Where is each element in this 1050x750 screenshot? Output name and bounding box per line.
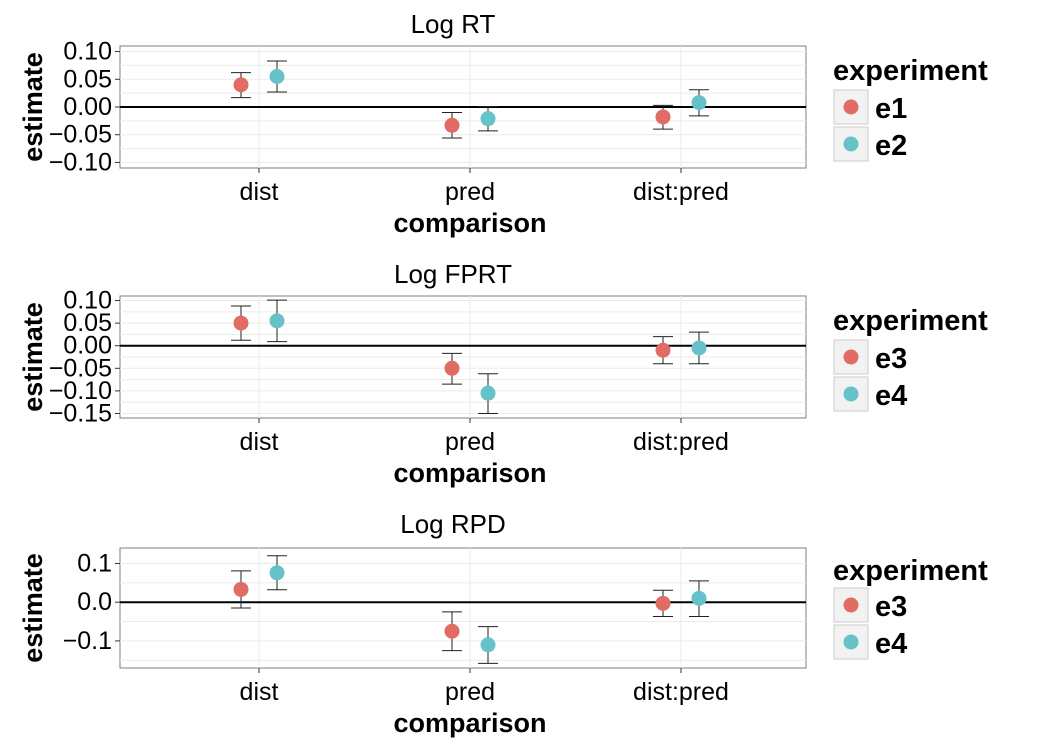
x-tick-label: dist:pred	[633, 428, 729, 456]
x-tick-label: dist	[240, 428, 279, 456]
point-e1-dist:pred	[655, 109, 671, 125]
point-e4-pred	[480, 385, 496, 401]
point-e2-dist:pred	[691, 95, 707, 111]
y-tick-label: −0.10	[49, 377, 112, 405]
y-axis-title: estimate	[18, 302, 48, 412]
point-e3-pred	[444, 623, 460, 639]
legend-title: experiment	[833, 305, 988, 337]
point-e4-pred	[480, 637, 496, 653]
point-e3-dist:pred	[655, 342, 671, 358]
x-axis-title: comparison	[393, 708, 546, 738]
point-e4-dist:pred	[691, 340, 707, 356]
point-e3-dist	[233, 315, 249, 331]
y-axis-title: estimate	[18, 52, 48, 162]
legend-title: experiment	[833, 555, 988, 587]
legend: experiment e3 e4	[833, 305, 988, 412]
x-tick-label: pred	[445, 178, 495, 206]
legend-label-e4: e4	[875, 380, 907, 412]
legend-key-e4	[843, 634, 859, 650]
panel-title: Log FPRT	[394, 259, 512, 289]
legend: experiment e1 e2	[833, 55, 988, 162]
y-tick-label: 0.05	[63, 309, 112, 337]
y-tick-label: 0.00	[63, 332, 112, 360]
point-e3-pred	[444, 360, 460, 376]
legend-label-e3: e3	[875, 343, 907, 375]
y-tick-label: 0.10	[63, 38, 112, 66]
legend-key-e1	[843, 99, 859, 115]
chart-panel-1: Log RT 0.100.050.00−0.05−0.10 dist pred dist…	[18, 9, 988, 238]
y-tick-label: −0.05	[49, 354, 112, 382]
point-e4-dist	[269, 565, 285, 581]
y-tick-label: 0.10	[63, 287, 112, 315]
legend-key-e3	[843, 597, 859, 613]
x-tick-label: dist	[240, 178, 279, 206]
x-tick-label: dist:pred	[633, 678, 729, 706]
y-tick-label: 0.05	[63, 65, 112, 93]
legend-label-e4: e4	[875, 628, 907, 660]
point-e4-dist:pred	[691, 590, 707, 606]
point-e2-dist	[269, 69, 285, 84]
x-tick-label: pred	[445, 678, 495, 706]
legend-label-e2: e2	[875, 130, 907, 162]
panel-title: Log RPD	[400, 509, 506, 539]
x-tick-label: pred	[445, 428, 495, 456]
legend-label-e1: e1	[875, 93, 907, 125]
point-e3-dist:pred	[655, 595, 671, 611]
y-tick-label: 0.00	[63, 93, 112, 121]
y-tick-label: −0.15	[49, 399, 112, 427]
panel-title: Log RT	[411, 9, 496, 39]
y-tick-label: 0.1	[77, 549, 112, 577]
y-tick-label: −0.05	[49, 121, 112, 149]
y-axis-title: estimate	[18, 553, 48, 663]
chart-panel-3: Log RPD 0.1 0.0 −0.1 dist pred dist:pred compar…	[18, 509, 988, 738]
point-e4-dist	[269, 313, 285, 329]
plot-area	[119, 547, 807, 669]
y-tick-label: −0.10	[49, 148, 112, 176]
point-e1-pred	[444, 117, 460, 133]
legend-title: experiment	[833, 55, 988, 87]
legend-label-e3: e3	[875, 591, 907, 623]
y-tick-label: −0.1	[63, 627, 112, 655]
chart-panel-2: Log FPRT 0.100.050.00−0.05−0.10−0.15 dist p…	[18, 259, 988, 488]
x-axis-title: comparison	[393, 458, 546, 488]
x-axis-title: comparison	[393, 208, 546, 238]
legend-key-e3	[843, 349, 859, 365]
x-tick-label: dist	[240, 678, 279, 706]
legend: experiment e3 e4	[833, 555, 988, 660]
x-tick-label: dist:pred	[633, 178, 729, 206]
legend-key-e4	[843, 386, 859, 402]
point-e3-dist	[233, 581, 249, 597]
point-e1-dist	[233, 77, 249, 93]
legend-key-e2	[843, 136, 859, 152]
point-e2-pred	[480, 111, 496, 127]
y-tick-label: 0.0	[77, 588, 112, 616]
